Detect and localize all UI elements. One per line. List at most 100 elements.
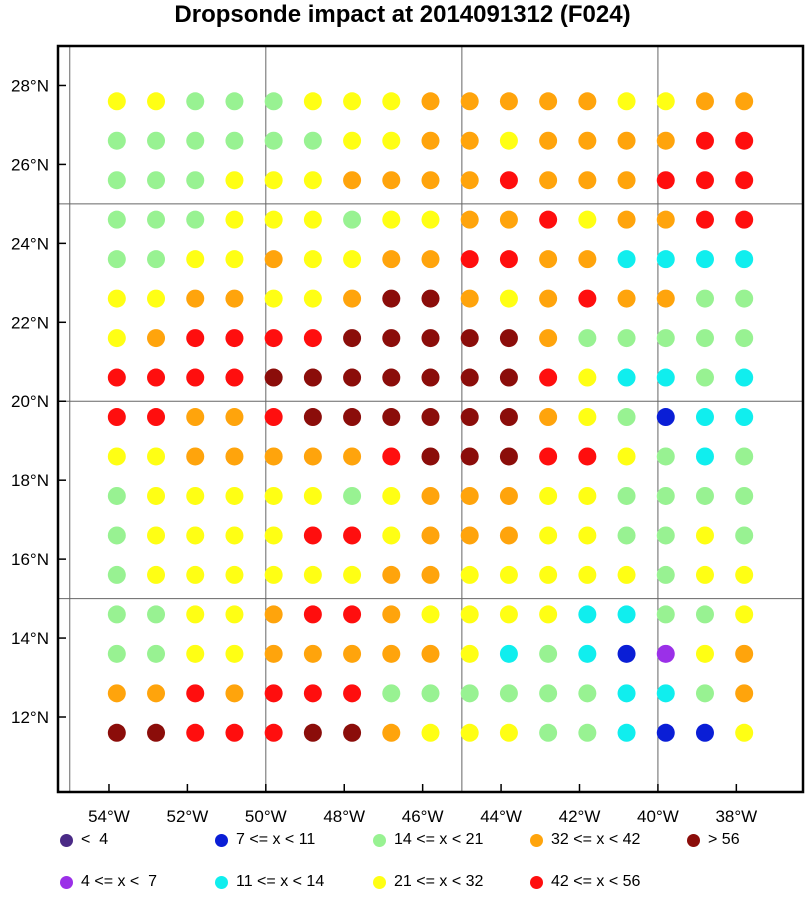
data-point bbox=[107, 565, 126, 584]
y-tick-label: 20°N bbox=[11, 392, 49, 411]
data-point bbox=[578, 210, 597, 229]
data-point bbox=[107, 723, 126, 742]
data-point bbox=[695, 565, 714, 584]
y-tick-label: 14°N bbox=[11, 629, 49, 648]
data-point bbox=[382, 368, 401, 387]
data-point bbox=[578, 408, 597, 427]
y-tick-label: 12°N bbox=[11, 708, 49, 727]
x-tick-label: 44°W bbox=[480, 807, 522, 826]
data-point bbox=[656, 644, 675, 663]
data-point bbox=[539, 486, 558, 505]
x-tick-label: 48°W bbox=[323, 807, 365, 826]
data-point bbox=[656, 447, 675, 466]
data-point bbox=[303, 565, 322, 584]
data-point bbox=[460, 408, 479, 427]
data-point bbox=[735, 368, 754, 387]
data-point bbox=[382, 92, 401, 111]
data-point bbox=[382, 408, 401, 427]
data-point bbox=[264, 92, 283, 111]
data-point bbox=[107, 605, 126, 624]
data-point bbox=[695, 644, 714, 663]
data-point bbox=[656, 526, 675, 545]
data-point bbox=[343, 408, 362, 427]
chart-title: Dropsonde impact at 2014091312 (F024) bbox=[174, 1, 631, 28]
data-point bbox=[264, 131, 283, 150]
data-point bbox=[107, 684, 126, 703]
data-point bbox=[147, 92, 166, 111]
data-point bbox=[343, 565, 362, 584]
data-point bbox=[421, 250, 440, 269]
data-point bbox=[382, 131, 401, 150]
data-point bbox=[617, 210, 636, 229]
data-point bbox=[147, 565, 166, 584]
data-point bbox=[656, 408, 675, 427]
data-point bbox=[617, 723, 636, 742]
data-point bbox=[578, 92, 597, 111]
data-point bbox=[186, 565, 205, 584]
data-point bbox=[343, 329, 362, 348]
data-point bbox=[107, 526, 126, 545]
data-point bbox=[460, 92, 479, 111]
data-point bbox=[421, 408, 440, 427]
data-point bbox=[186, 526, 205, 545]
data-point bbox=[343, 92, 362, 111]
data-point bbox=[147, 329, 166, 348]
data-point bbox=[735, 723, 754, 742]
data-point bbox=[343, 684, 362, 703]
data-point bbox=[107, 408, 126, 427]
data-point bbox=[264, 289, 283, 308]
data-point bbox=[225, 210, 244, 229]
data-point bbox=[499, 723, 518, 742]
data-point bbox=[147, 526, 166, 545]
data-point bbox=[303, 526, 322, 545]
data-point bbox=[186, 329, 205, 348]
data-point bbox=[225, 171, 244, 190]
data-point bbox=[460, 644, 479, 663]
data-point bbox=[147, 408, 166, 427]
data-point bbox=[382, 447, 401, 466]
data-point bbox=[539, 644, 558, 663]
data-point bbox=[617, 250, 636, 269]
data-point bbox=[303, 131, 322, 150]
data-point bbox=[186, 723, 205, 742]
data-point bbox=[225, 329, 244, 348]
data-point bbox=[421, 131, 440, 150]
data-point bbox=[617, 565, 636, 584]
x-tick-label: 40°W bbox=[637, 807, 679, 826]
data-point bbox=[343, 131, 362, 150]
data-point bbox=[264, 486, 283, 505]
data-point bbox=[186, 605, 205, 624]
data-point bbox=[343, 644, 362, 663]
data-points bbox=[107, 92, 754, 742]
data-point bbox=[107, 329, 126, 348]
data-point bbox=[695, 289, 714, 308]
data-point bbox=[421, 644, 440, 663]
data-point bbox=[421, 368, 440, 387]
data-point bbox=[264, 368, 283, 387]
data-point bbox=[225, 408, 244, 427]
data-point bbox=[656, 486, 675, 505]
data-point bbox=[735, 447, 754, 466]
data-point bbox=[225, 447, 244, 466]
data-point bbox=[695, 131, 714, 150]
data-point bbox=[499, 684, 518, 703]
data-point bbox=[382, 289, 401, 308]
data-point bbox=[617, 486, 636, 505]
data-point bbox=[656, 92, 675, 111]
data-point bbox=[695, 486, 714, 505]
data-point bbox=[617, 131, 636, 150]
data-point bbox=[303, 250, 322, 269]
data-point bbox=[460, 250, 479, 269]
data-point bbox=[264, 684, 283, 703]
y-tick-label: 16°N bbox=[11, 550, 49, 569]
axis-tick-labels: 54°W 52°W 50°W 48°W 46°W 44°W 42°W 40°W 38°W 12°N… bbox=[11, 76, 757, 826]
x-tick-label: 54°W bbox=[88, 807, 130, 826]
y-tick-label: 22°N bbox=[11, 313, 49, 332]
data-point bbox=[460, 526, 479, 545]
data-point bbox=[617, 644, 636, 663]
data-point bbox=[735, 408, 754, 427]
data-point bbox=[264, 565, 283, 584]
data-point bbox=[735, 289, 754, 308]
data-point bbox=[539, 605, 558, 624]
data-point bbox=[343, 486, 362, 505]
